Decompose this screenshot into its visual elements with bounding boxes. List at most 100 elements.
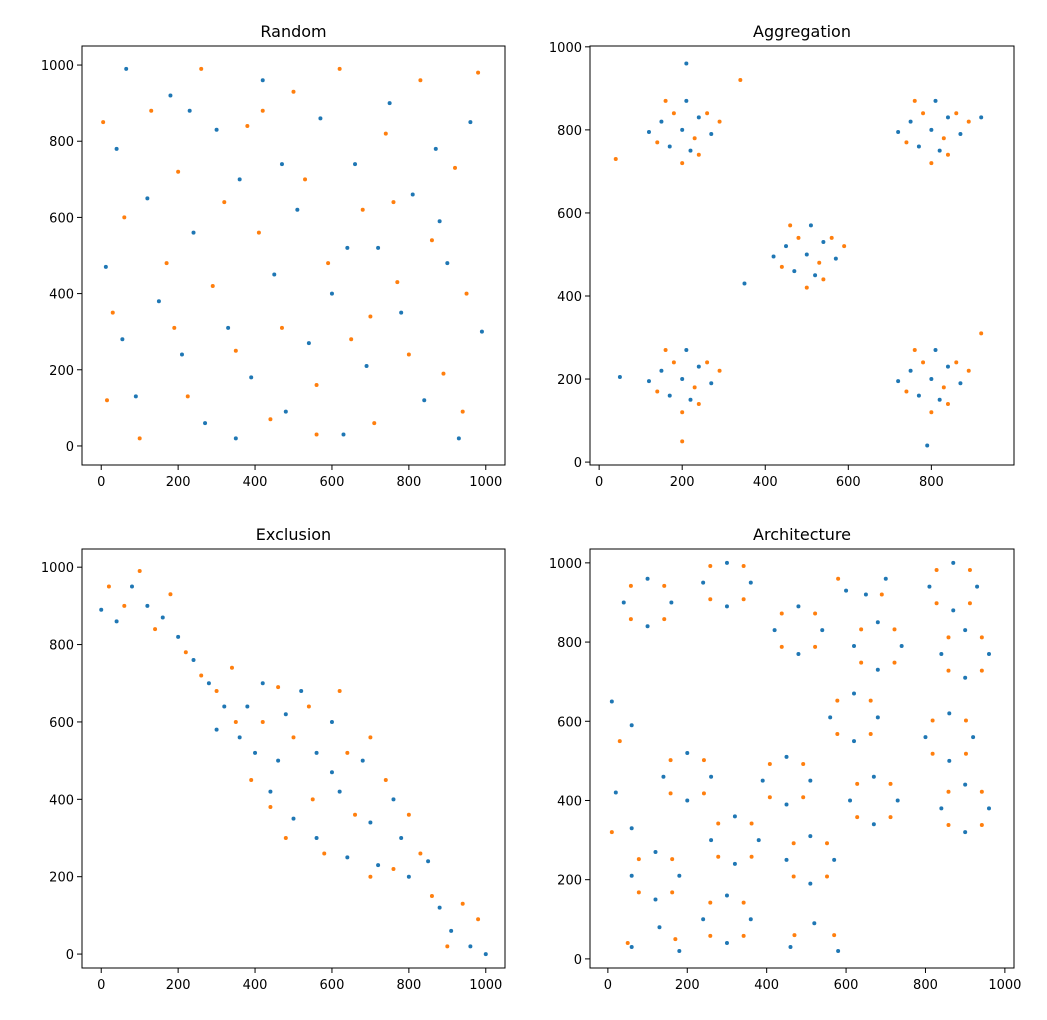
data-point [609, 830, 614, 835]
data-point [680, 377, 685, 382]
data-point [696, 364, 701, 369]
data-point [445, 261, 450, 266]
x-tick-label: 800 [396, 475, 421, 490]
data-point [476, 917, 481, 922]
y-tick-label: 800 [49, 639, 74, 654]
data-point [114, 619, 119, 624]
data-point [368, 735, 373, 740]
data-point [663, 98, 668, 103]
data-point [925, 443, 930, 448]
data-point [99, 607, 104, 612]
data-point [479, 329, 484, 334]
data-point [106, 584, 111, 589]
data-point [456, 436, 461, 441]
data-point [453, 165, 458, 170]
data-point [680, 161, 685, 166]
y-tick-label: 800 [557, 636, 582, 651]
data-point [749, 821, 754, 826]
data-point [939, 806, 944, 811]
data-point [788, 223, 793, 228]
data-point [892, 627, 897, 632]
data-point [249, 777, 254, 782]
data-point [929, 161, 934, 166]
data-point [796, 651, 801, 656]
data-point [921, 360, 926, 365]
data-point [848, 798, 853, 803]
data-point [844, 588, 849, 593]
data-point [916, 393, 921, 398]
data-point [749, 854, 754, 859]
data-point [303, 177, 308, 182]
data-point [933, 98, 938, 103]
x-tick-label: 0 [97, 978, 105, 993]
data-point [954, 360, 959, 365]
data-point [939, 651, 944, 656]
x-tick-label: 1000 [988, 978, 1021, 993]
data-point [883, 576, 888, 581]
y-tick-label: 1000 [41, 59, 74, 74]
y-tick-label: 1000 [41, 561, 74, 576]
data-point [801, 795, 806, 800]
data-point [646, 379, 651, 384]
data-point [813, 611, 818, 616]
data-point [101, 120, 106, 125]
data-point [708, 933, 713, 938]
data-point [908, 368, 913, 373]
data-point [187, 108, 192, 113]
data-point [337, 789, 342, 794]
data-point [732, 814, 737, 819]
data-point [329, 719, 334, 724]
data-point [929, 410, 934, 415]
data-point [804, 285, 809, 290]
data-point [741, 933, 746, 938]
data-point [291, 816, 296, 821]
data-point [629, 873, 634, 878]
data-point [986, 651, 991, 656]
data-point [137, 436, 142, 441]
y-tick-label: 1000 [549, 41, 582, 56]
x-tick-label: 400 [243, 475, 268, 490]
data-point [314, 750, 319, 755]
data-point [214, 727, 219, 732]
data-point [688, 148, 693, 153]
data-point [671, 360, 676, 365]
data-point [820, 628, 825, 633]
y-tick-label: 400 [557, 794, 582, 809]
x-tick-label: 0 [595, 475, 603, 490]
data-point [896, 129, 901, 134]
data-point [945, 152, 950, 157]
data-point [662, 583, 667, 588]
data-point [979, 789, 984, 794]
data-point [724, 941, 729, 946]
data-point [636, 857, 641, 862]
data-point [468, 944, 473, 949]
data-point [701, 791, 706, 796]
data-point [888, 815, 893, 820]
y-tick-label: 0 [574, 456, 582, 471]
data-point [779, 264, 784, 269]
data-point [832, 933, 837, 938]
data-point [835, 731, 840, 736]
data-point [896, 379, 901, 384]
subplot-title: Random [260, 22, 326, 41]
data-point [210, 283, 215, 288]
data-point [376, 245, 381, 250]
architecture-subplot: 0 200 400 600 800 1000 0 200 400 600 800 1000 Archit… [549, 525, 1022, 993]
data-point [668, 758, 673, 763]
data-point [709, 774, 714, 779]
data-point [476, 70, 481, 75]
data-point [406, 874, 411, 879]
data-point [855, 815, 860, 820]
data-point [813, 644, 818, 649]
data-point [835, 698, 840, 703]
data-point [655, 140, 660, 145]
x-tick-label: 0 [97, 475, 105, 490]
data-point [696, 401, 701, 406]
data-point [460, 901, 465, 906]
data-point [696, 115, 701, 120]
x-tick-label: 400 [753, 475, 778, 490]
x-tick-label: 800 [919, 475, 944, 490]
data-point [945, 115, 950, 120]
data-point [791, 874, 796, 879]
data-point [229, 665, 234, 670]
